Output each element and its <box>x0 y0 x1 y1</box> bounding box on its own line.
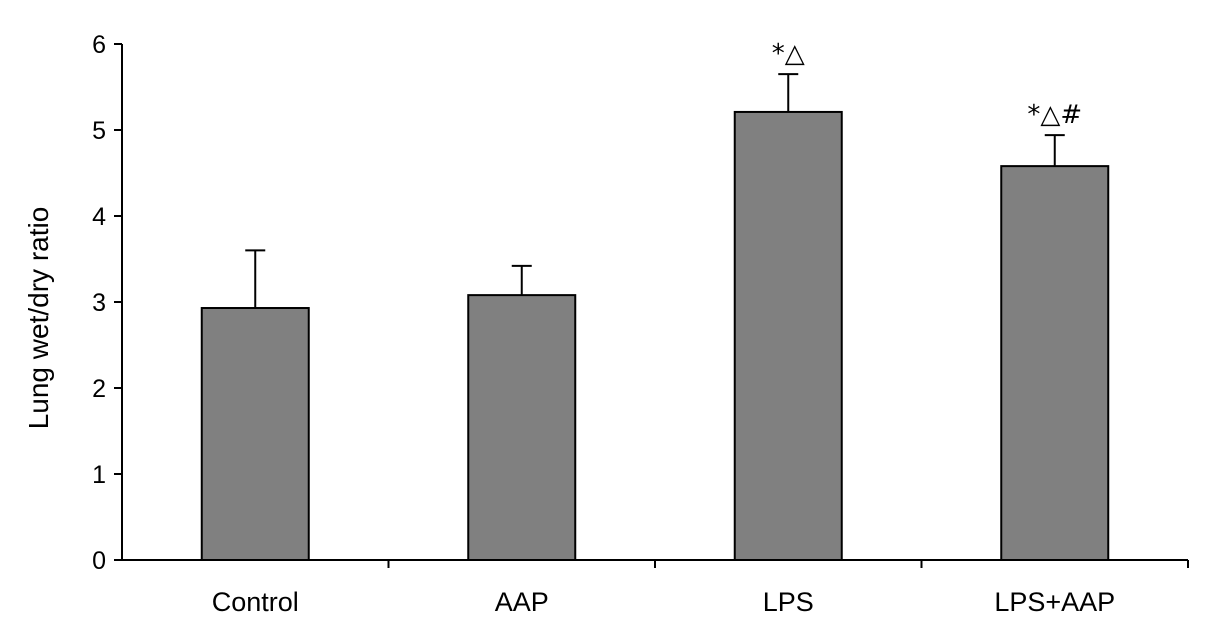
bar-lps <box>733 110 843 561</box>
bar-control <box>200 307 310 561</box>
y-tick-label: 3 <box>92 289 106 317</box>
y-tick-label: 2 <box>92 375 106 403</box>
bar-aap <box>467 294 577 561</box>
y-tick-label: 6 <box>92 31 106 59</box>
plot-area: *△ *△# <box>200 39 1110 561</box>
x-category-label: Control <box>212 587 299 617</box>
x-category-label: AAP <box>495 587 549 617</box>
y-axis-label: Lung wet/dry ratio <box>23 207 54 430</box>
y-tick-label: 5 <box>92 117 106 145</box>
bar-lps-aap <box>1000 165 1110 561</box>
x-category-label: LPS+AAP <box>994 587 1115 617</box>
significance-marker: *△# <box>1027 100 1082 130</box>
axes: 0 1 2 3 4 5 6 Control AAP LPS LPS+AAP <box>92 31 1189 617</box>
y-tick-label: 0 <box>92 547 106 575</box>
y-tick-label: 1 <box>92 461 106 489</box>
x-category-label: LPS <box>763 587 814 617</box>
significance-marker: *△ <box>772 39 805 69</box>
y-tick-label: 4 <box>92 203 106 231</box>
